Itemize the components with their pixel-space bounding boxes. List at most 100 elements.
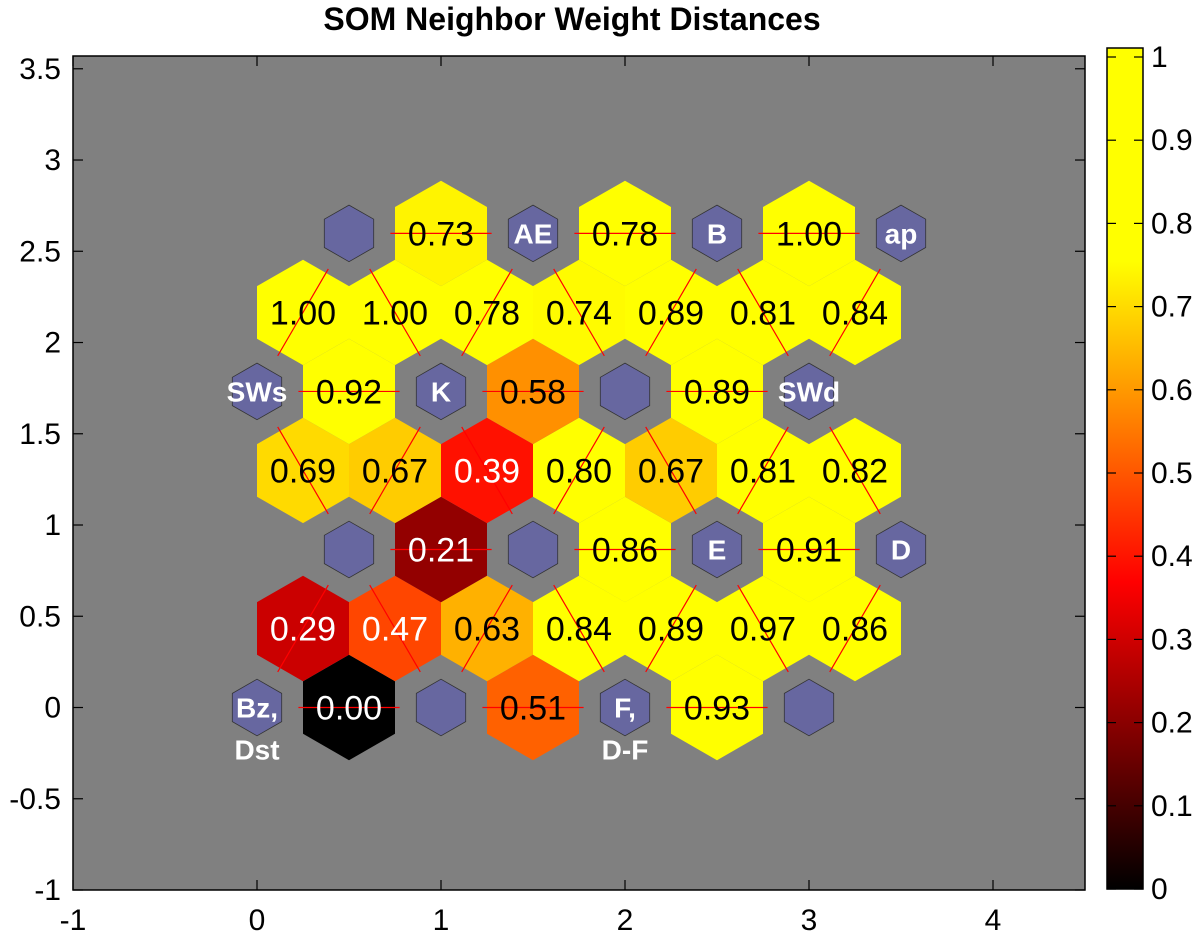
distance-value-label: 0.84 (546, 610, 612, 648)
connection-line (553, 426, 605, 515)
connection-line (829, 268, 881, 357)
neuron-label: D (891, 534, 911, 565)
connection-line (737, 268, 789, 357)
distance-value-label: 0.78 (454, 294, 520, 332)
distance-value-label: 0.97 (730, 610, 796, 648)
axes-box (72, 55, 1086, 891)
x-tick-label: 3 (801, 904, 818, 937)
x-tick-label: 4 (985, 904, 1002, 937)
distance-cell: 0.29 (257, 575, 349, 682)
connection-line (645, 584, 697, 673)
neuron (507, 520, 559, 579)
neuron-label: D-F (602, 735, 649, 766)
neuron-label: SWd (778, 376, 840, 407)
distance-cell: 0.91 (758, 496, 860, 603)
neuron-label: B (707, 218, 727, 249)
distance-value-label: 0.82 (822, 452, 888, 490)
connection-line (277, 584, 329, 673)
distance-cell: 0.86 (574, 496, 676, 603)
y-tick-label: 0.5 (19, 600, 61, 633)
colorbar-tick-label: 0 (1151, 873, 1168, 906)
neuron-label: K (431, 376, 451, 407)
distance-value-label: 0.69 (270, 452, 336, 490)
distance-cell: 0.78 (574, 180, 676, 287)
colorbar-tick-label: 0.2 (1151, 707, 1193, 740)
neuron-hex (323, 520, 375, 579)
neuron: ap (875, 204, 927, 263)
distance-value-label: 0.51 (500, 690, 566, 728)
distance-cell: 0.97 (717, 575, 809, 682)
distance-cell: 0.51 (482, 654, 584, 761)
neuron-hex (599, 678, 651, 737)
connection-line (553, 584, 605, 673)
distance-value-label: 0.81 (730, 294, 796, 332)
distance-value-label: 0.89 (638, 294, 704, 332)
distance-value-label: 0.39 (454, 452, 520, 490)
distance-cell: 1.00 (349, 259, 441, 366)
distance-value-label: 1.00 (776, 215, 842, 253)
colorbar-tick-label: 0.7 (1151, 291, 1193, 324)
neuron-hex (507, 520, 559, 579)
connection-line (461, 584, 513, 673)
chart-title: SOM Neighbor Weight Distances (323, 1, 820, 37)
colorbar-tick-label: 0.9 (1151, 124, 1193, 157)
neuron-label: F, (614, 693, 636, 724)
distance-cell: 0.39 (441, 417, 533, 524)
neuron-label: SWs (227, 376, 288, 407)
connection-line (277, 426, 329, 515)
neuron (599, 362, 651, 421)
neuron (323, 204, 375, 263)
distance-cell: 0.74 (533, 259, 625, 366)
distance-value-label: 0.47 (362, 610, 428, 648)
distance-cell: 0.80 (533, 417, 625, 524)
distance-cell: 1.00 (758, 180, 860, 287)
distance-cell: 0.81 (717, 259, 809, 366)
neuron-hex (875, 520, 927, 579)
connection-line (553, 268, 605, 357)
connection-line (369, 426, 421, 515)
neuron-hex (415, 362, 467, 421)
neuron-label: AE (514, 218, 553, 249)
neuron: SWs (227, 362, 288, 421)
distance-value-label: 0.81 (730, 452, 796, 490)
x-tick-label: 0 (249, 904, 266, 937)
distance-value-label: 0.29 (270, 610, 336, 648)
colorbar-tick-label: 0.6 (1151, 374, 1193, 407)
distance-cell: 0.67 (349, 417, 441, 524)
neuron: Bz, Dst (231, 678, 283, 766)
distance-cell: 0.78 (441, 259, 533, 366)
distance-value-label: 0.89 (684, 373, 750, 411)
distance-cell: 0.63 (441, 575, 533, 682)
distance-cell: 0.84 (809, 259, 901, 366)
neuron: B (691, 204, 743, 263)
neuron: E (691, 520, 743, 579)
distance-cell: 0.58 (482, 338, 584, 445)
connection-line (829, 426, 881, 515)
y-tick-label: -0.5 (9, 783, 61, 816)
neuron-label: E (708, 534, 727, 565)
neuron-label: Bz, (236, 693, 278, 724)
colorbar-tick-label: 0.3 (1151, 623, 1193, 656)
distance-value-label: 0.74 (546, 294, 612, 332)
distance-cell: 0.69 (257, 417, 349, 524)
neuron-hex (599, 362, 651, 421)
axes: -1 0 1 2 3 4-1-0.500.511.522.533.5 (9, 53, 1086, 937)
connection-line (737, 426, 789, 515)
distance-cell: 0.47 (349, 575, 441, 682)
neuron-hex (231, 362, 283, 421)
distance-value-label: 0.67 (362, 452, 428, 490)
neuron: D (875, 520, 927, 579)
connection-line (461, 426, 513, 515)
x-tick-label: -1 (60, 904, 87, 937)
connection-line (369, 268, 421, 357)
distance-value-label: 0.21 (408, 531, 474, 569)
y-tick-label: 0 (44, 692, 61, 725)
distance-cell: 0.00 (298, 654, 400, 761)
distance-cell: 1.00 (257, 259, 349, 366)
neuron-hex (507, 204, 559, 263)
distance-cell: 0.82 (809, 417, 901, 524)
distance-cell: 0.84 (533, 575, 625, 682)
neuron-hex (783, 362, 835, 421)
